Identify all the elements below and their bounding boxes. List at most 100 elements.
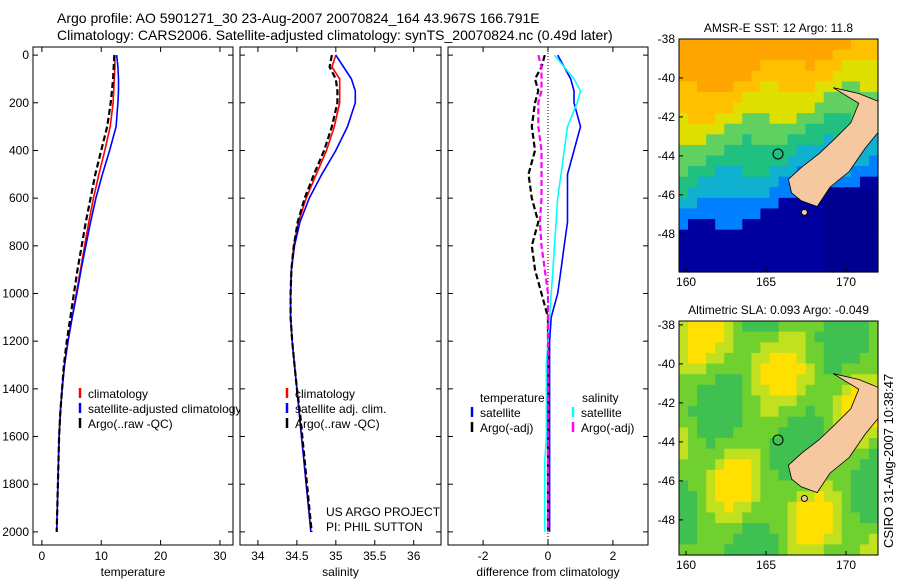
map-cell [733, 91, 743, 104]
map-cell [814, 261, 825, 273]
map-cell [814, 113, 825, 125]
map-cell [850, 250, 861, 263]
map-cell [805, 208, 816, 220]
map-cell [814, 352, 825, 365]
map-cell [679, 331, 689, 343]
map-cell [760, 448, 771, 460]
map-cell [787, 363, 798, 375]
map-cell [760, 438, 771, 450]
map-cell [688, 448, 698, 460]
map-cell [715, 491, 725, 503]
map-cell [742, 331, 752, 343]
map-cell [679, 544, 689, 556]
map-cell [778, 155, 789, 167]
map-cell [733, 384, 743, 397]
map-cell [679, 144, 689, 157]
map-cell [805, 229, 816, 241]
map-cell [679, 134, 689, 146]
map-cell [868, 342, 879, 354]
map-cell [688, 469, 698, 482]
map-cell [787, 113, 798, 125]
map-cell [715, 384, 725, 397]
map-cell [715, 208, 725, 220]
map-cell [742, 39, 752, 51]
map-cell [742, 480, 752, 492]
map-title: Altimetric SLA: 0.093 Argo: -0.049 [688, 303, 869, 317]
map-cell [679, 438, 689, 450]
map-cell [769, 250, 780, 263]
map-cell [823, 102, 834, 114]
map-cell [787, 448, 798, 460]
map-cell [697, 533, 707, 545]
map-cell [814, 331, 825, 343]
map-cell [778, 438, 789, 450]
map-cell [751, 102, 762, 114]
map-cell [688, 219, 698, 231]
map-cell [715, 166, 725, 178]
map-cell [679, 91, 689, 104]
map-cell [751, 523, 762, 535]
map-cell [688, 374, 698, 386]
map-cell [787, 39, 798, 51]
map-cell [841, 197, 852, 210]
map-cell [832, 321, 843, 333]
map-cell [724, 60, 734, 72]
map-cell [778, 250, 789, 263]
map-cell [787, 384, 798, 397]
map-cell [805, 491, 816, 503]
map-cell [751, 70, 762, 82]
map-cell [796, 123, 807, 135]
map-cell [688, 91, 698, 104]
map-cell [778, 395, 789, 407]
map-cell [796, 49, 807, 61]
map-cell [697, 60, 707, 72]
map-cell [715, 523, 725, 535]
map-cell [805, 70, 816, 82]
map-cell [697, 144, 707, 157]
map-cell [787, 533, 798, 545]
map-cell [805, 134, 816, 146]
map-cell [733, 501, 743, 514]
sla-map: -38 -40 -42 -44 -46 -48 160 165 170 Altimetric SL… [658, 303, 879, 572]
map-cell [724, 469, 734, 482]
map-cell [814, 491, 825, 503]
map-cell [751, 39, 762, 51]
map-cell [769, 134, 780, 146]
map-cell [769, 363, 780, 375]
map-cell [751, 208, 762, 220]
map-cell [733, 438, 743, 450]
map-cell [679, 261, 689, 273]
map-cell [742, 70, 752, 82]
map-cell [751, 395, 762, 407]
map-cell [832, 229, 843, 241]
map-cell [841, 501, 852, 514]
map-cell [796, 144, 807, 157]
map-cell [724, 197, 734, 210]
map-cell [724, 406, 734, 418]
map-cell [688, 384, 698, 397]
map-cell [859, 501, 870, 514]
map-cell [859, 219, 870, 231]
lon-tick-label: 165 [756, 558, 776, 572]
map-cell [742, 523, 752, 535]
map-cell [841, 176, 852, 188]
map-cell [679, 155, 689, 167]
map-cell [706, 208, 716, 220]
map-cell [697, 448, 707, 460]
map-cell [742, 166, 752, 178]
map-cell [688, 155, 698, 167]
map-cell [769, 523, 780, 535]
y-tick-label: 200 [9, 96, 29, 110]
map-cell [859, 81, 870, 93]
map-cell [760, 374, 771, 386]
map-cell [787, 81, 798, 93]
argo-location-marker [772, 148, 784, 160]
map-cell [751, 512, 762, 524]
map-cell [769, 374, 780, 386]
map-cell [850, 187, 861, 199]
x-tick-label: -2 [478, 549, 489, 563]
map-cell [751, 187, 762, 199]
map-cell [742, 144, 752, 157]
map-cell [679, 352, 689, 365]
map-cell [751, 60, 762, 72]
